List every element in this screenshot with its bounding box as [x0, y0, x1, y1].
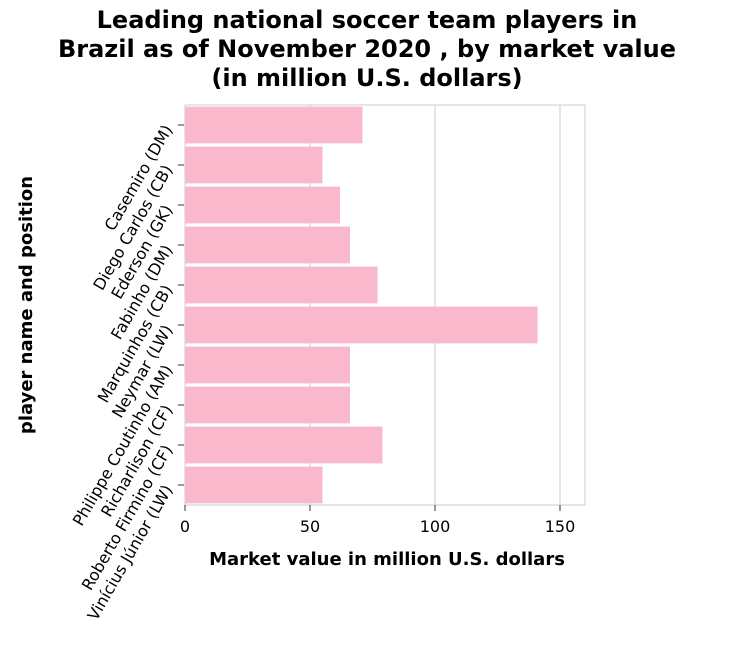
x-axis-ticks: 0 50 100 150 [180, 505, 575, 536]
x-tick-label: 100 [420, 517, 451, 536]
chart-title: Leading national soccer team players in … [0, 6, 734, 93]
x-tick-label: 0 [180, 517, 190, 536]
x-tick-label: 150 [545, 517, 576, 536]
chart-title-line: (in million U.S. dollars) [211, 64, 523, 92]
bar [185, 266, 378, 304]
bar [185, 186, 340, 224]
y-axis-title: player name and position [16, 176, 37, 434]
bar [185, 426, 383, 464]
bar [185, 306, 538, 344]
chart-title-line: Leading national soccer team players in [96, 6, 638, 34]
bars [185, 106, 538, 504]
bar [185, 386, 350, 424]
chart-title-line: Brazil as of November 2020 , by market v… [57, 35, 677, 63]
x-tick-label: 50 [300, 517, 320, 536]
bar [185, 146, 323, 184]
y-axis-ticks: Casemiro (DM)Diego Carlos (CB)Ederson (G… [69, 122, 184, 624]
bar [185, 106, 363, 144]
bar [185, 466, 323, 504]
plot-area-frame [184, 104, 586, 506]
bar [185, 226, 350, 264]
bar [185, 346, 350, 384]
x-axis-title: Market value in million U.S. dollars [209, 549, 565, 570]
